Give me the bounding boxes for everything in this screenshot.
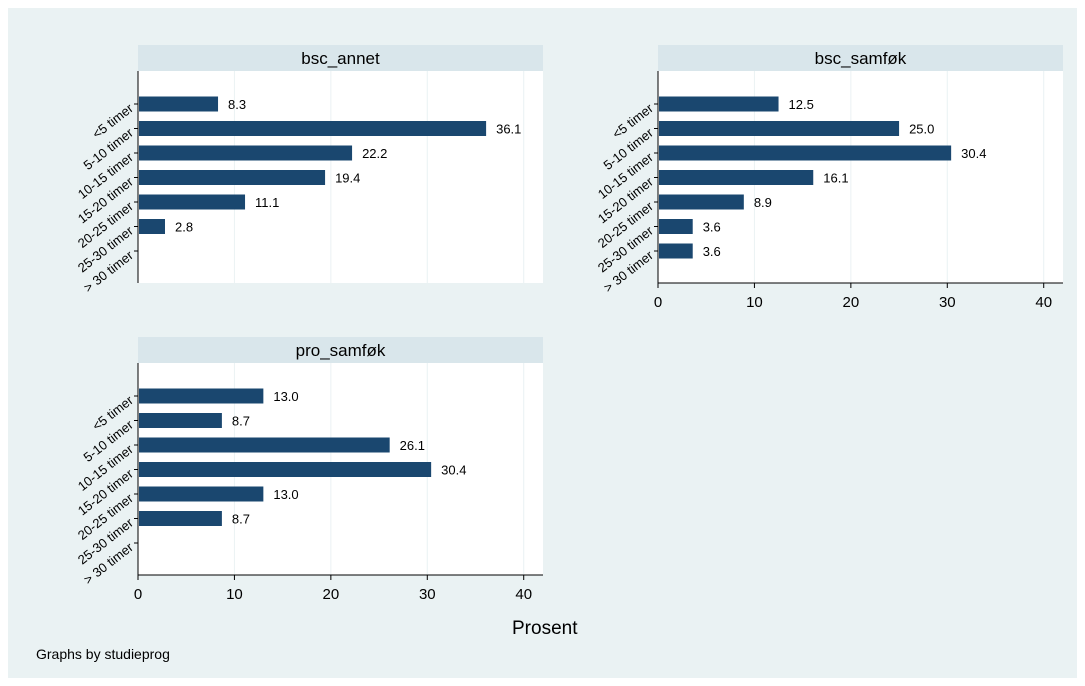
- bar-bsc-samf-k-2: [659, 145, 952, 161]
- bar-pro-samf-k-5: [139, 511, 222, 526]
- x-tick-label-pro-samf-k-0: 0: [134, 586, 142, 603]
- bar-pro-samf-k-0: [139, 388, 264, 404]
- bar-bsc-annet-3: [139, 170, 326, 185]
- panel-title-bsc-samf-k: bsc_samføk: [815, 49, 907, 68]
- bar-bsc-annet-4: [139, 194, 246, 210]
- bar-bsc-samf-k-0: [659, 96, 779, 112]
- bar-label-bsc-samf-k-0: 12.5: [789, 97, 814, 112]
- panel-title-pro-samf-k: pro_samføk: [296, 341, 386, 360]
- x-tick-label-pro-samf-k-40: 40: [515, 586, 532, 603]
- bar-label-bsc-annet-3: 19.4: [335, 171, 360, 186]
- panel-header-bsc-samf-k: [658, 45, 1063, 71]
- x-tick-label-pro-samf-k-20: 20: [323, 586, 340, 603]
- bar-label-bsc-annet-1: 36.1: [496, 122, 521, 137]
- bar-label-pro-samf-k-3: 30.4: [441, 463, 466, 478]
- bar-bsc-samf-k-6: [659, 243, 693, 259]
- bar-bsc-samf-k-5: [659, 219, 693, 234]
- panel-header-bsc-annet: [138, 45, 543, 71]
- bar-label-bsc-samf-k-2: 30.4: [961, 146, 986, 161]
- bar-bsc-annet-0: [139, 96, 219, 112]
- bar-bsc-annet-1: [139, 121, 487, 136]
- bar-pro-samf-k-2: [139, 437, 390, 453]
- bar-label-pro-samf-k-0: 13.0: [273, 389, 298, 404]
- x-tick-label-bsc-samf-k-20: 20: [843, 294, 860, 311]
- bar-label-pro-samf-k-1: 8.7: [232, 414, 250, 429]
- bar-label-bsc-samf-k-5: 3.6: [703, 220, 721, 235]
- x-tick-label-bsc-samf-k-40: 40: [1035, 294, 1052, 311]
- bar-bsc-samf-k-4: [659, 194, 744, 210]
- bar-bsc-annet-2: [139, 145, 353, 161]
- panel-title-bsc-annet: bsc_annet: [301, 49, 380, 68]
- bar-bsc-samf-k-3: [659, 170, 814, 185]
- x-tick-label-bsc-samf-k-0: 0: [654, 294, 662, 311]
- bar-label-bsc-samf-k-1: 25.0: [909, 122, 934, 137]
- bar-bsc-annet-5: [139, 219, 165, 234]
- bar-label-bsc-samf-k-3: 16.1: [823, 171, 848, 186]
- bar-label-bsc-samf-k-6: 3.6: [703, 244, 721, 259]
- bar-pro-samf-k-3: [139, 462, 432, 477]
- panel-header-pro-samf-k: [138, 337, 543, 363]
- bar-pro-samf-k-1: [139, 413, 222, 428]
- x-axis-title: Prosent: [512, 618, 578, 639]
- bar-label-bsc-annet-4: 11.1: [255, 195, 279, 210]
- graphs-by-note: Graphs by studieprog: [36, 646, 170, 662]
- bar-bsc-samf-k-1: [659, 121, 900, 136]
- bar-pro-samf-k-4: [139, 486, 264, 502]
- bar-label-bsc-annet-0: 8.3: [228, 97, 246, 112]
- bar-label-pro-samf-k-4: 13.0: [273, 487, 298, 502]
- bar-label-bsc-annet-5: 2.8: [175, 220, 193, 235]
- x-tick-label-bsc-samf-k-10: 10: [746, 294, 763, 311]
- x-tick-label-pro-samf-k-30: 30: [419, 586, 436, 603]
- x-tick-label-pro-samf-k-10: 10: [226, 586, 243, 603]
- x-tick-label-bsc-samf-k-30: 30: [939, 294, 956, 311]
- bar-label-bsc-samf-k-4: 8.9: [754, 195, 772, 210]
- bar-label-pro-samf-k-2: 26.1: [400, 438, 425, 453]
- bar-label-bsc-annet-2: 22.2: [362, 146, 387, 161]
- bar-label-pro-samf-k-5: 8.7: [232, 512, 250, 527]
